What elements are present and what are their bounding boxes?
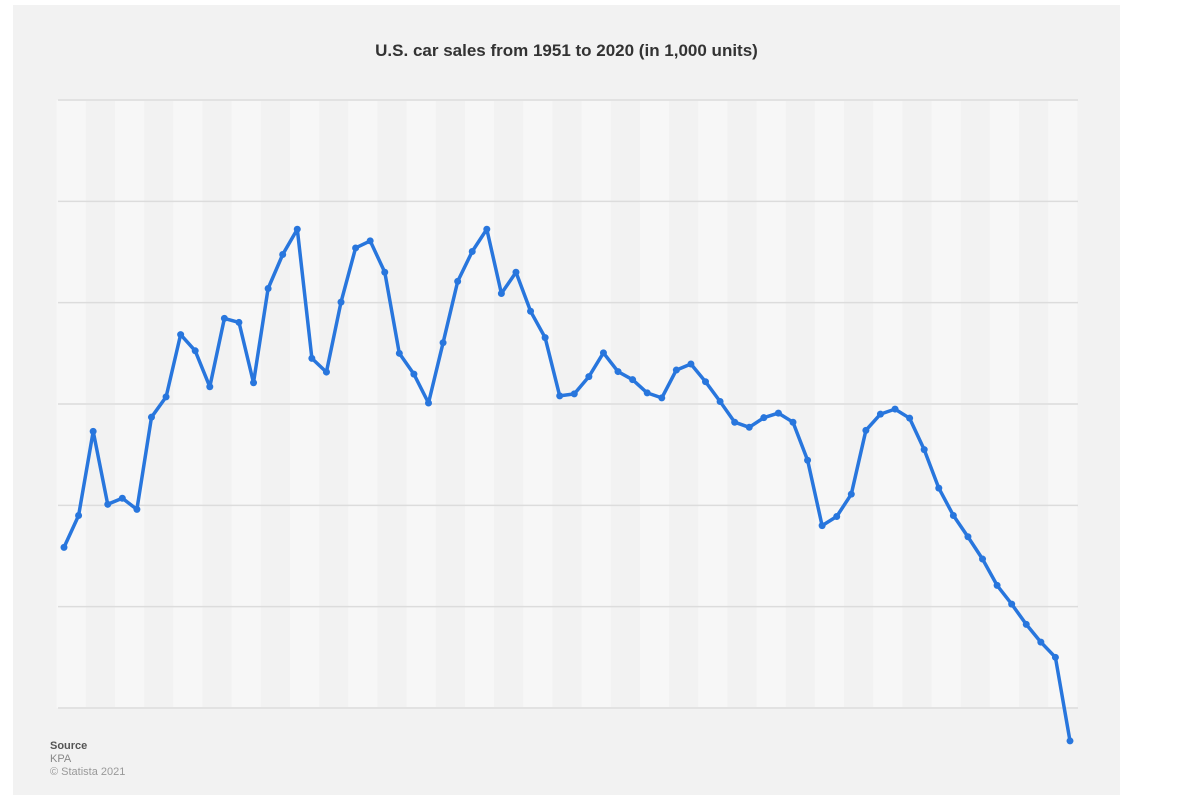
data-point[interactable] xyxy=(1037,638,1045,646)
chart-title: U.S. car sales from 1951 to 2020 (in 1,0… xyxy=(375,41,758,60)
data-point[interactable] xyxy=(439,339,447,347)
data-point[interactable] xyxy=(468,247,476,255)
data-point[interactable] xyxy=(191,347,199,355)
data-point[interactable] xyxy=(702,378,710,386)
data-point[interactable] xyxy=(337,298,345,306)
data-point[interactable] xyxy=(687,360,695,368)
data-point[interactable] xyxy=(847,490,855,498)
data-point[interactable] xyxy=(512,268,520,276)
data-point[interactable] xyxy=(862,426,870,434)
data-point[interactable] xyxy=(60,543,68,551)
data-point[interactable] xyxy=(818,522,826,530)
data-point[interactable] xyxy=(629,376,637,384)
data-point[interactable] xyxy=(352,244,360,252)
data-point[interactable] xyxy=(206,383,214,391)
data-point[interactable] xyxy=(527,307,535,315)
data-point[interactable] xyxy=(497,290,505,298)
source-label: Source xyxy=(50,740,88,752)
data-point[interactable] xyxy=(876,410,884,418)
data-point[interactable] xyxy=(760,414,768,422)
data-point[interactable] xyxy=(264,284,272,292)
data-point[interactable] xyxy=(424,399,432,407)
data-point[interactable] xyxy=(250,379,258,387)
data-point[interactable] xyxy=(410,370,418,378)
data-point[interactable] xyxy=(891,405,899,413)
data-point[interactable] xyxy=(935,484,943,492)
data-point[interactable] xyxy=(993,581,1001,589)
data-point[interactable] xyxy=(75,511,83,519)
source-name: KPA xyxy=(50,753,72,765)
data-point[interactable] xyxy=(804,456,812,464)
data-point[interactable] xyxy=(366,237,374,245)
data-point[interactable] xyxy=(774,409,782,417)
data-point[interactable] xyxy=(570,390,578,398)
data-point[interactable] xyxy=(1022,620,1030,628)
data-point[interactable] xyxy=(541,334,549,342)
data-point[interactable] xyxy=(133,505,141,513)
data-point[interactable] xyxy=(147,413,155,421)
data-point[interactable] xyxy=(1066,737,1074,745)
data-point[interactable] xyxy=(1008,600,1016,608)
data-point[interactable] xyxy=(585,373,593,381)
data-point[interactable] xyxy=(731,418,739,426)
chart-card: U.S. car sales from 1951 to 2020 (in 1,0… xyxy=(13,5,1120,795)
data-point[interactable] xyxy=(964,533,972,541)
data-point[interactable] xyxy=(906,414,914,422)
data-point[interactable] xyxy=(745,423,753,431)
data-point[interactable] xyxy=(293,225,301,233)
data-point[interactable] xyxy=(483,225,491,233)
data-point[interactable] xyxy=(104,500,112,508)
data-point[interactable] xyxy=(118,494,126,502)
copyright-text: © Statista 2021 xyxy=(50,766,126,778)
data-point[interactable] xyxy=(556,392,564,400)
data-point[interactable] xyxy=(949,511,957,519)
data-point[interactable] xyxy=(658,394,666,402)
data-point[interactable] xyxy=(833,512,841,520)
data-point[interactable] xyxy=(89,427,97,435)
line-chart-plot xyxy=(56,99,1078,745)
data-point[interactable] xyxy=(162,393,170,401)
data-point[interactable] xyxy=(672,366,680,374)
data-point[interactable] xyxy=(979,555,987,563)
data-point[interactable] xyxy=(279,251,287,259)
data-point[interactable] xyxy=(235,318,243,326)
data-point[interactable] xyxy=(716,397,724,405)
data-point[interactable] xyxy=(599,349,607,357)
data-point[interactable] xyxy=(220,314,228,322)
data-point[interactable] xyxy=(308,354,316,362)
data-point[interactable] xyxy=(920,446,928,454)
data-point[interactable] xyxy=(614,368,622,376)
data-point[interactable] xyxy=(454,277,462,285)
data-point[interactable] xyxy=(789,418,797,426)
data-point[interactable] xyxy=(395,349,403,357)
data-point[interactable] xyxy=(322,368,330,376)
data-point[interactable] xyxy=(177,331,185,339)
data-point[interactable] xyxy=(381,268,389,276)
source-block: Source KPA © Statista 2021 xyxy=(50,740,125,779)
data-point[interactable] xyxy=(643,389,651,397)
series-line xyxy=(62,227,1072,742)
data-point[interactable] xyxy=(1051,653,1059,661)
